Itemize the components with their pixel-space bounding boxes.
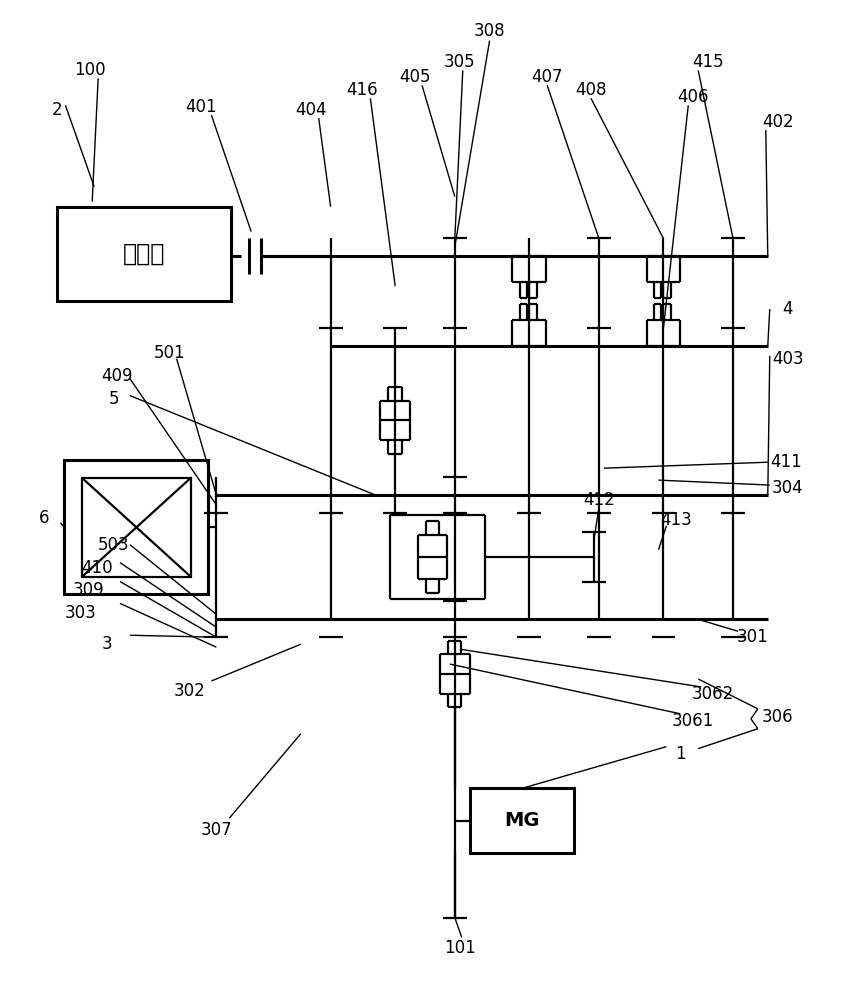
Text: 413: 413 (661, 511, 693, 529)
Text: 406: 406 (677, 88, 709, 106)
Text: 401: 401 (186, 98, 217, 116)
Text: 3: 3 (102, 635, 112, 653)
Text: 发动机: 发动机 (123, 242, 166, 266)
Text: 5: 5 (109, 390, 120, 408)
Text: 1: 1 (675, 745, 686, 763)
Text: 410: 410 (81, 559, 113, 577)
Text: 2: 2 (52, 101, 62, 119)
Text: 409: 409 (101, 367, 133, 385)
Bar (469, 788, 574, 853)
Text: 301: 301 (737, 628, 769, 646)
Text: MG: MG (504, 811, 540, 830)
Text: 415: 415 (693, 53, 724, 71)
Text: 309: 309 (73, 581, 104, 599)
Text: 3061: 3061 (672, 712, 715, 730)
Text: 408: 408 (575, 81, 607, 99)
Text: 412: 412 (583, 491, 615, 509)
Text: 4: 4 (782, 300, 793, 318)
Text: 402: 402 (762, 113, 793, 131)
Text: 305: 305 (444, 53, 475, 71)
Text: 407: 407 (532, 68, 563, 86)
Text: 503: 503 (98, 536, 130, 554)
Text: 405: 405 (399, 68, 431, 86)
Text: 101: 101 (444, 939, 475, 957)
Text: 302: 302 (174, 682, 205, 700)
Bar (82, 478, 191, 577)
Bar (64, 460, 209, 594)
Text: 403: 403 (772, 350, 804, 368)
Text: 303: 303 (64, 604, 96, 622)
Text: 6: 6 (39, 509, 50, 527)
Text: 411: 411 (770, 453, 801, 471)
Text: 304: 304 (772, 479, 804, 497)
Text: 307: 307 (201, 821, 233, 839)
Text: 416: 416 (346, 81, 378, 99)
Text: 308: 308 (474, 22, 505, 40)
Text: 501: 501 (154, 344, 186, 362)
Text: 306: 306 (762, 708, 793, 726)
Text: 404: 404 (295, 101, 327, 119)
Bar (57, 207, 232, 301)
Text: 100: 100 (74, 61, 106, 79)
Text: 3062: 3062 (692, 685, 734, 703)
